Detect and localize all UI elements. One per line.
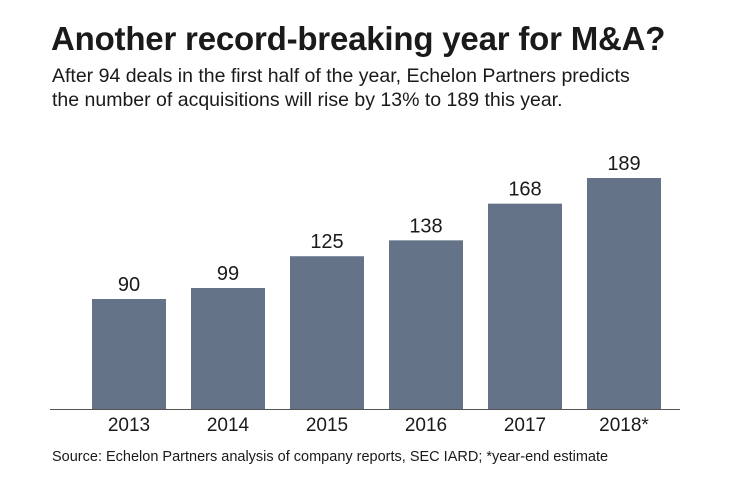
data-label-2017: 168 — [508, 179, 541, 201]
bar-2013 — [92, 299, 166, 409]
source-note: Source: Echelon Partners analysis of com… — [52, 449, 609, 465]
bar-2015 — [290, 256, 364, 409]
data-label-2018: 189 — [607, 153, 640, 175]
x-tick-label-2018: 2018* — [599, 415, 649, 436]
data-label-2015: 125 — [310, 231, 343, 253]
x-tick-label-2014: 2014 — [207, 415, 250, 436]
bar-2016 — [389, 240, 463, 409]
x-tick-label-2016: 2016 — [405, 415, 447, 436]
bar-2017 — [488, 203, 562, 409]
data-label-2014: 99 — [217, 263, 239, 285]
subtitle-line-1: After 94 deals in the first half of the … — [52, 65, 630, 87]
chart-title: Another record-breaking year for M&A? — [51, 20, 666, 57]
bar-2014 — [191, 288, 265, 409]
x-tick-label-2017: 2017 — [504, 415, 546, 436]
x-tick-label-2015: 2015 — [306, 415, 348, 436]
data-label-2016: 138 — [409, 215, 442, 237]
chart-subtitle: After 94 deals in the first half of the … — [52, 64, 712, 112]
bar-2018 — [587, 178, 661, 409]
data-label-2013: 90 — [118, 274, 140, 296]
subtitle-line-2: the number of acquisitions will rise by … — [52, 89, 563, 111]
x-tick-label-2013: 2013 — [108, 415, 150, 436]
